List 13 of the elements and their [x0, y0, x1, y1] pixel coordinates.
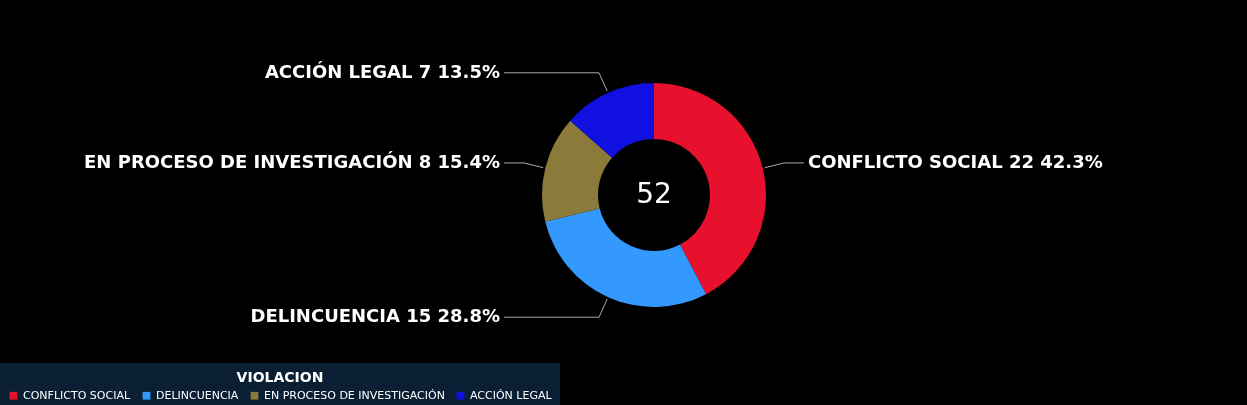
legend-label: DELINCUENCIA	[156, 388, 239, 402]
text: 52	[636, 177, 672, 210]
category-label: CONFLICTO SOCIAL 22 42.3%	[808, 150, 1103, 172]
category-label: EN PROCESO DE INVESTIGACIÓN 8 15.4%	[84, 150, 500, 172]
donut-slice	[570, 83, 654, 158]
category-label: ACCIÓN LEGAL 7 13.5%	[264, 60, 500, 82]
legend-label: CONFLICTO SOCIAL	[23, 388, 131, 402]
donut-slice	[542, 120, 613, 222]
legend-label: EN PROCESO DE INVESTIGACIÓN	[264, 388, 445, 402]
category-label: DELINCUENCIA 15 28.8%	[250, 305, 500, 327]
donut-slice	[545, 208, 707, 307]
legend-title: VIOLACION	[236, 369, 324, 385]
legend-label: ACCIÓN LEGAL	[470, 388, 553, 402]
